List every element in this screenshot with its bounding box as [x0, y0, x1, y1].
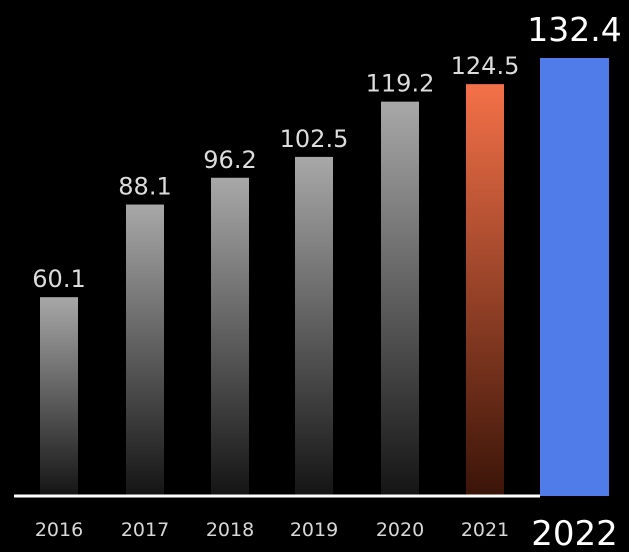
bar-2018	[211, 177, 249, 496]
value-label-2019: 102.5	[280, 125, 349, 153]
x-tick-label-2017: 2017	[121, 519, 169, 541]
value-label-2018: 96.2	[203, 146, 256, 174]
x-tick-label-2019: 2019	[290, 519, 338, 541]
value-label-2020: 119.2	[366, 70, 435, 98]
bars-group	[40, 58, 609, 497]
x-tick-label-2022: 2022	[531, 514, 618, 552]
value-label-2016: 60.1	[32, 265, 85, 293]
x-tick-label-2021: 2021	[461, 519, 509, 541]
value-label-2017: 88.1	[118, 173, 171, 201]
bar-2022	[540, 58, 609, 496]
value-label-2021: 124.5	[451, 52, 520, 80]
x-tick-label-2018: 2018	[206, 519, 254, 541]
x-tick-label-2016: 2016	[35, 519, 83, 541]
bar-2017	[126, 204, 164, 496]
x-tick-label-2020: 2020	[376, 519, 424, 541]
value-label-2022: 132.4	[527, 10, 621, 49]
x-tick-labels-group: 2016 2017 2018 2019 2020 2021 2022	[35, 514, 618, 552]
bar-2020	[381, 101, 419, 497]
bar-2016	[40, 297, 78, 496]
bar-2021	[466, 84, 504, 497]
bar-2019	[295, 156, 333, 497]
